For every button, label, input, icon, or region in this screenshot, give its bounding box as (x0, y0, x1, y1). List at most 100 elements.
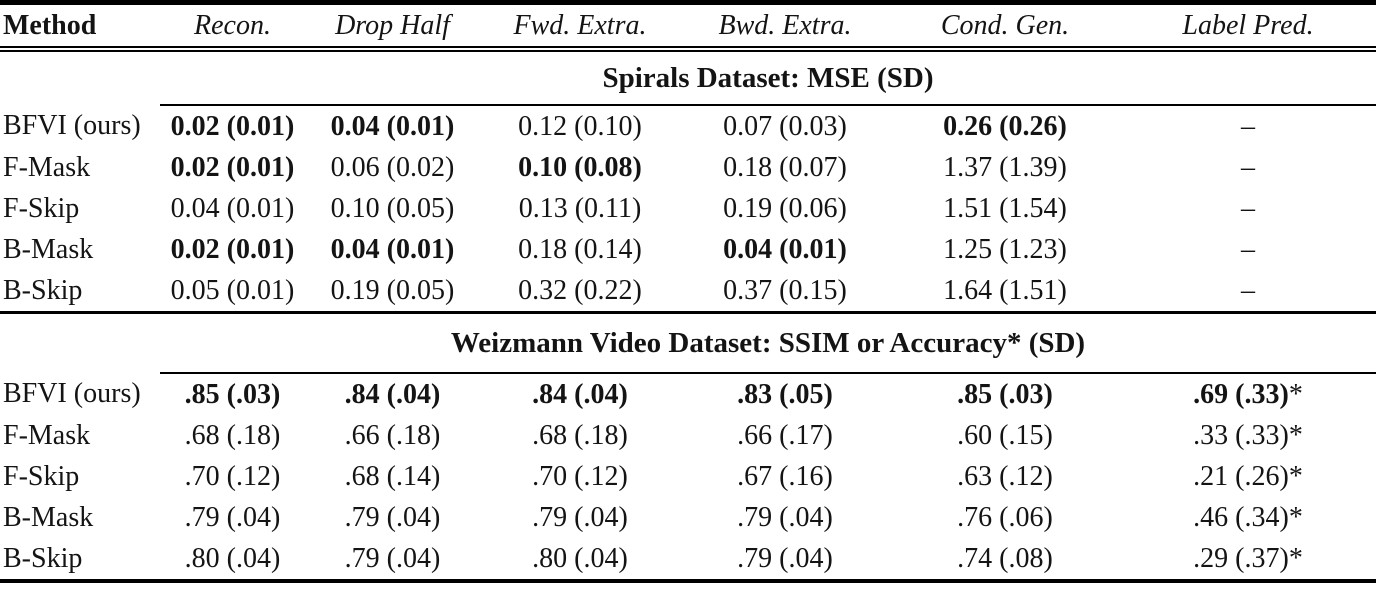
value-cell: .79 (.04) (680, 538, 890, 583)
value-text: 0.02 (0.01) (170, 110, 295, 142)
value-text: .70 (.12) (532, 460, 628, 492)
value-text: – (1241, 110, 1255, 142)
value-text: .79 (.04) (344, 542, 441, 574)
value-text: .80 (.04) (532, 542, 628, 574)
value-text: 0.04 (0.01) (330, 110, 455, 142)
value-cell: 0.06 (0.02) (305, 147, 480, 188)
value-cell: 1.25 (1.23) (890, 229, 1120, 270)
value-text: .79 (.04) (184, 501, 281, 533)
value-cell: – (1120, 105, 1376, 147)
value-cell: .68 (.14) (305, 456, 480, 497)
table-row: BFVI (ours) .85 (.03) .84 (.04) .84 (.04) .8… (0, 373, 1376, 415)
value-text: 0.04 (0.01) (723, 233, 847, 265)
value-text: 1.25 (1.23) (943, 233, 1067, 265)
value-cell: .80 (.04) (480, 538, 680, 583)
value-cell: .74 (.08) (890, 538, 1120, 583)
value-text: .46 (.34) (1193, 501, 1289, 533)
value-cell: 0.07 (0.03) (680, 105, 890, 147)
value-text: – (1241, 274, 1255, 306)
value-cell: .79 (.04) (305, 538, 480, 583)
value-cell: .69 (.33)* (1120, 373, 1376, 415)
value-text: .68 (.18) (184, 419, 281, 451)
value-cell: 0.19 (0.05) (305, 270, 480, 314)
value-cell: 0.18 (0.14) (480, 229, 680, 270)
value-cell: 0.02 (0.01) (160, 147, 305, 188)
value-text: .85 (.03) (184, 378, 281, 410)
method-label: B-Skip (0, 270, 160, 314)
value-text: 0.19 (0.05) (330, 274, 455, 306)
value-cell: 0.02 (0.01) (160, 105, 305, 147)
asterisk-suffix: * (1288, 419, 1303, 451)
value-cell: 0.10 (0.08) (480, 147, 680, 188)
value-cell: 0.02 (0.01) (160, 229, 305, 270)
value-text: .79 (.04) (344, 501, 441, 533)
asterisk-suffix: * (1288, 501, 1303, 533)
value-text: 0.13 (0.11) (518, 192, 642, 224)
value-cell: 0.04 (0.01) (160, 188, 305, 229)
value-text: .66 (.17) (737, 419, 833, 451)
value-text: .67 (.16) (737, 460, 833, 492)
value-text: .21 (.26) (1193, 460, 1289, 492)
column-header-label-pred: Label Pred. (1120, 0, 1376, 52)
value-text: 0.12 (0.10) (518, 110, 642, 142)
value-text: .68 (.14) (344, 460, 441, 492)
method-label: F-Skip (3, 460, 80, 492)
value-cell: 0.04 (0.01) (680, 229, 890, 270)
value-cell: 0.04 (0.01) (305, 105, 480, 147)
value-cell: 0.26 (0.26) (890, 105, 1120, 147)
value-text: 0.37 (0.15) (723, 274, 847, 306)
column-header-row: Method Recon. Drop Half Fwd. Extra. Bwd.… (0, 0, 1376, 52)
value-cell: .21 (.26)* (1120, 456, 1376, 497)
value-cell: – (1120, 229, 1376, 270)
value-cell: .85 (.03) (160, 373, 305, 415)
value-cell: 0.13 (0.11) (480, 188, 680, 229)
column-header-recon: Recon. (160, 0, 305, 52)
value-text: .69 (.33) (1193, 378, 1289, 410)
value-cell: .84 (.04) (480, 373, 680, 415)
method-label: B-Mask (3, 233, 94, 265)
value-cell: .79 (.04) (305, 497, 480, 538)
value-cell: 1.51 (1.54) (890, 188, 1120, 229)
value-text: .79 (.04) (737, 542, 833, 574)
value-text: 0.18 (0.14) (518, 233, 642, 265)
column-header-fwd-extra: Fwd. Extra. (480, 0, 680, 52)
value-cell: 0.19 (0.06) (680, 188, 890, 229)
value-cell: .63 (.12) (890, 456, 1120, 497)
value-text: .85 (.03) (957, 378, 1053, 410)
value-cell: .66 (.18) (305, 415, 480, 456)
value-cell: 0.10 (0.05) (305, 188, 480, 229)
table-row: F-Mask .68 (.18) .66 (.18) .68 (.18) .66 (.1… (0, 415, 1376, 456)
value-cell: – (1120, 270, 1376, 314)
method-label: F-Mask (3, 419, 91, 451)
value-text: 0.02 (0.01) (170, 233, 295, 265)
value-text: 0.06 (0.02) (330, 151, 455, 183)
value-cell: .70 (.12) (480, 456, 680, 497)
method-label: F-Skip (3, 192, 80, 224)
value-cell: .68 (.18) (160, 415, 305, 456)
column-header-method: Method (0, 0, 160, 52)
value-text: .79 (.04) (532, 501, 628, 533)
value-cell: 1.64 (1.51) (890, 270, 1120, 314)
value-cell: .79 (.04) (680, 497, 890, 538)
value-cell: .79 (.04) (160, 497, 305, 538)
value-cell: .33 (.33)* (1120, 415, 1376, 456)
asterisk-suffix: * (1288, 542, 1303, 574)
value-cell: 1.37 (1.39) (890, 147, 1120, 188)
value-cell: 0.04 (0.01) (305, 229, 480, 270)
value-cell: .84 (.04) (305, 373, 480, 415)
value-cell: .85 (.03) (890, 373, 1120, 415)
value-text: .68 (.18) (532, 419, 628, 451)
method-label: BFVI (ours) (3, 110, 141, 141)
method-label: B-Skip (0, 538, 160, 583)
value-cell: .76 (.06) (890, 497, 1120, 538)
value-text: – (1241, 192, 1255, 224)
value-text: .29 (.37) (1193, 542, 1289, 574)
value-text: 1.37 (1.39) (943, 151, 1067, 183)
value-text: .79 (.04) (737, 501, 833, 533)
table-row: F-Skip .70 (.12) .68 (.14) .70 (.12) .67 (.1… (0, 456, 1376, 497)
table-row: B-Mask 0.02 (0.01) 0.04 (0.01) 0.18 (0.14) 0… (0, 229, 1376, 270)
value-text: .76 (.06) (957, 501, 1053, 533)
asterisk-suffix: * (1288, 460, 1303, 492)
value-cell: .67 (.16) (680, 456, 890, 497)
